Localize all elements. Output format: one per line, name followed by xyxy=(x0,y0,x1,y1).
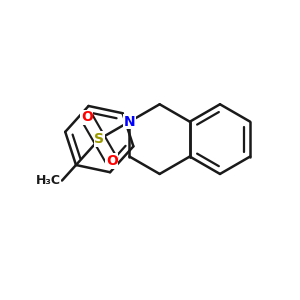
Text: O: O xyxy=(81,110,93,124)
Text: H₃C: H₃C xyxy=(35,174,61,187)
Text: S: S xyxy=(94,132,104,146)
Text: O: O xyxy=(106,154,118,168)
Text: N: N xyxy=(124,115,135,129)
